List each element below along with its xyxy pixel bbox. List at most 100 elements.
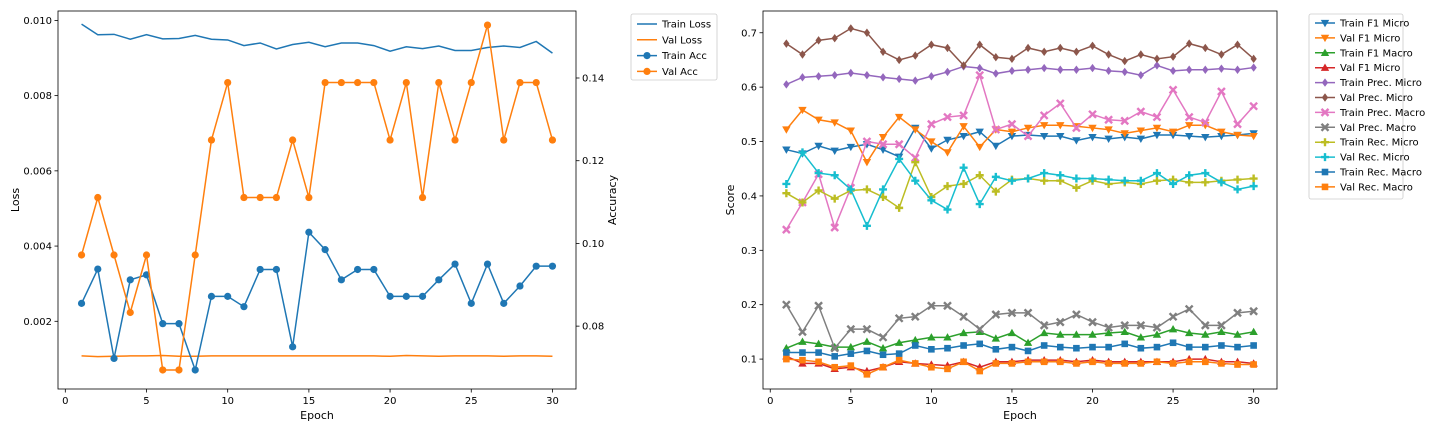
data-point [1120,327,1129,336]
data-point [783,39,790,48]
legend-key-marker [1320,48,1330,56]
data-point [1136,135,1146,144]
x-tick-label: 10 [221,396,234,407]
data-point [896,74,903,84]
data-point [1234,40,1241,49]
data-point [910,153,920,163]
data-point [911,126,920,134]
data-point [1007,328,1017,337]
x-tick-label: 5 [143,396,149,407]
data-point [911,342,919,349]
data-point [126,308,134,317]
data-point [1039,321,1049,330]
data-point [1121,56,1128,66]
data-point [814,301,823,311]
legend-key-marker [1320,19,1330,28]
data-point [1152,169,1161,178]
series-train-loss [81,23,553,54]
data-point [878,134,888,142]
data-point [830,343,840,353]
data-point [1040,358,1048,366]
data-point [1056,330,1065,338]
data-point [959,132,968,141]
data-point [830,171,839,180]
data-point [1152,112,1162,122]
data-point [976,367,984,375]
data-point [548,136,557,144]
data-point [1056,358,1064,366]
data-point [975,143,984,152]
data-point [976,40,983,49]
data-point [991,125,1001,134]
data-point [272,265,281,274]
data-point [799,349,806,356]
y-tick-label: 0.7 [741,28,757,39]
legend-key-marker [1321,183,1329,191]
data-point [1089,63,1096,73]
data-point [289,343,297,351]
data-point [1249,174,1258,183]
x-tick-label: 5 [848,396,854,407]
data-point [1120,321,1130,330]
data-point [1152,131,1162,140]
series-val-loss [81,354,553,358]
data-point [305,228,313,236]
data-point [1234,343,1241,351]
y-tick-label: 0.006 [23,166,52,177]
data-point [1088,124,1097,133]
data-point [1233,308,1242,318]
data-point [960,61,967,70]
data-point [943,182,952,191]
data-point [960,342,967,349]
data-point [846,185,855,194]
data-point [1184,328,1194,337]
data-point [1217,321,1226,330]
data-point [1073,47,1080,56]
data-point [846,143,856,152]
data-point [94,265,102,273]
data-point [207,136,216,144]
data-point [862,137,872,146]
data-point [878,344,888,352]
data-point [1234,65,1241,74]
data-point [1218,64,1225,73]
data-point [1185,343,1193,351]
data-point [1217,87,1226,96]
data-point [894,113,904,122]
data-point [1233,330,1242,338]
data-point [1200,321,1210,330]
y-tick-label: 0.010 [23,16,52,27]
data-point [927,196,936,205]
data-point [814,339,823,348]
x-axis-label: Epoch [300,409,334,422]
data-point [1249,132,1258,141]
data-point [77,299,86,307]
data-point [879,47,887,56]
data-point [1201,330,1210,338]
data-point [224,292,232,300]
data-point [878,332,888,342]
data-point [943,149,952,157]
plot-frame [57,10,577,390]
data-point [1056,343,1064,351]
data-point [289,136,297,144]
data-point [1073,344,1080,352]
data-point [1184,304,1194,314]
data-point [1217,327,1226,336]
data-point [799,50,806,59]
data-point [863,347,871,355]
data-point [1104,135,1113,144]
data-point [928,363,935,371]
series-line [786,64,1254,86]
series-train-acc [77,228,557,374]
data-point [862,324,872,334]
data-point [879,185,888,194]
data-point [353,78,362,87]
data-point [959,328,968,337]
data-point [1233,131,1242,140]
data-point [911,335,920,344]
data-point [1088,317,1097,327]
data-point [943,112,952,122]
data-point [1250,63,1257,72]
